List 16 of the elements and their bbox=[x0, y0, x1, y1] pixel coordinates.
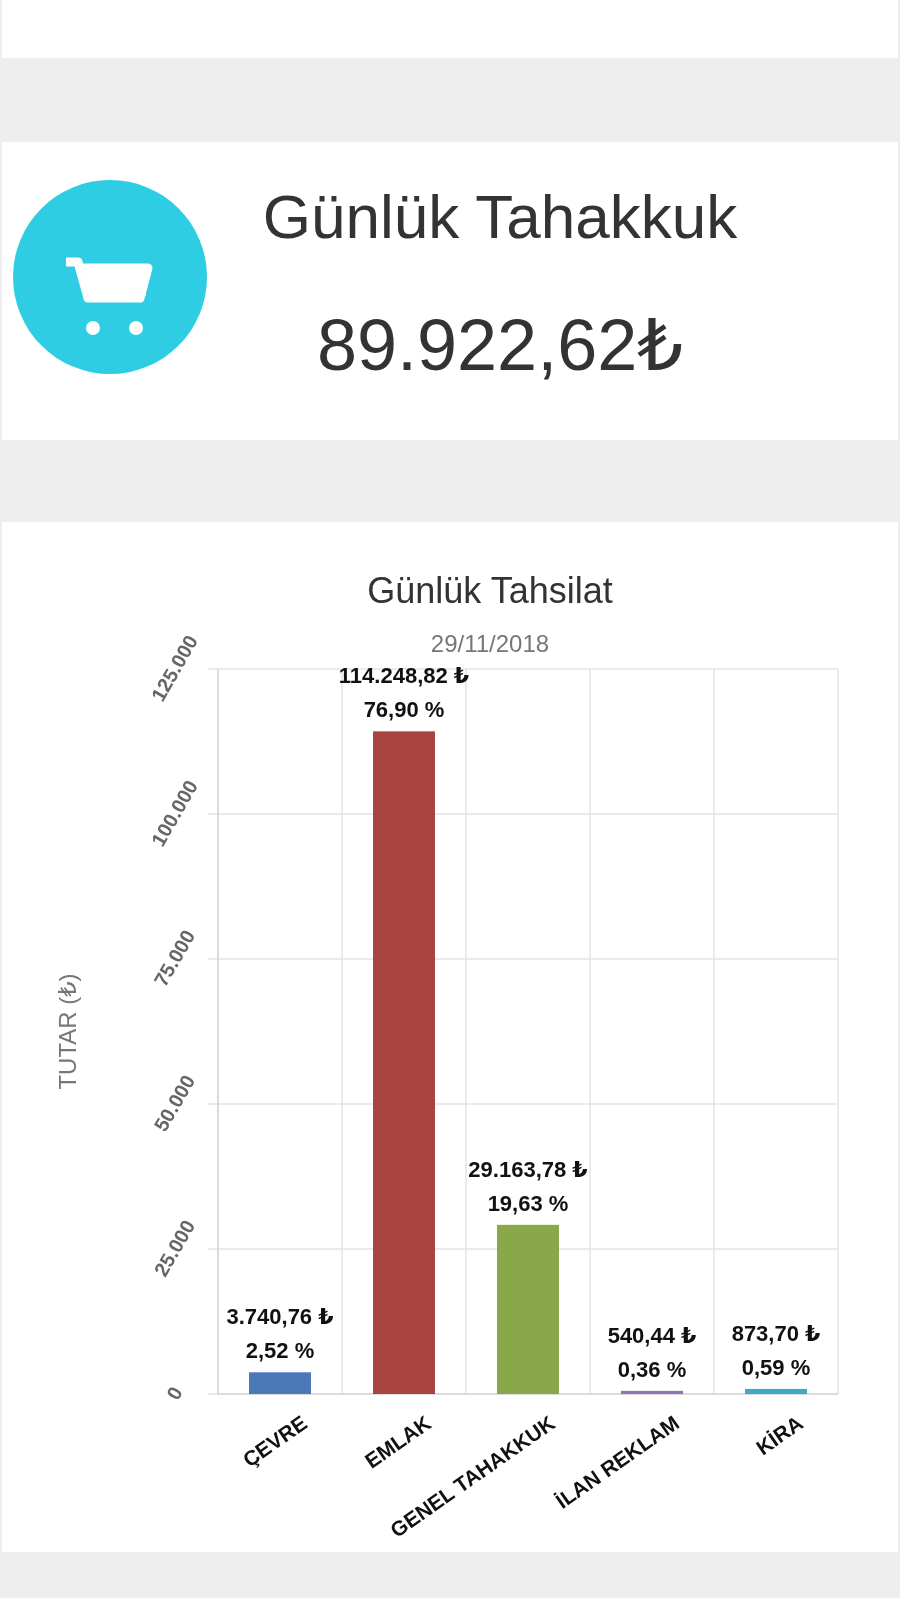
text: 89.922,62₺ bbox=[316, 305, 684, 385]
chart-title: Günlük Tahsilat bbox=[367, 570, 613, 611]
data-label: 873,70 ₺ 0,59 % bbox=[731, 1320, 821, 1380]
text: Günlük Tahakkuk bbox=[262, 182, 739, 251]
data-label: 114.248,82 ₺ 76,90 % bbox=[338, 663, 470, 723]
bar bbox=[497, 1224, 559, 1394]
y-axis-title: TUTAR (₺) bbox=[54, 973, 81, 1090]
data-label: 3.740,76 ₺ 2,52 % bbox=[226, 1304, 334, 1364]
data-label: 29.163,78 ₺ 19,63 % bbox=[468, 1156, 588, 1216]
bar bbox=[249, 1372, 311, 1394]
bar bbox=[745, 1388, 807, 1394]
y-tick-label: 0 bbox=[162, 1382, 187, 1404]
data-label: 540,44 ₺ 0,36 % bbox=[607, 1322, 697, 1382]
bar bbox=[373, 731, 435, 1394]
bar bbox=[621, 1390, 683, 1394]
chart-subtitle: 29/11/2018 bbox=[430, 630, 550, 657]
